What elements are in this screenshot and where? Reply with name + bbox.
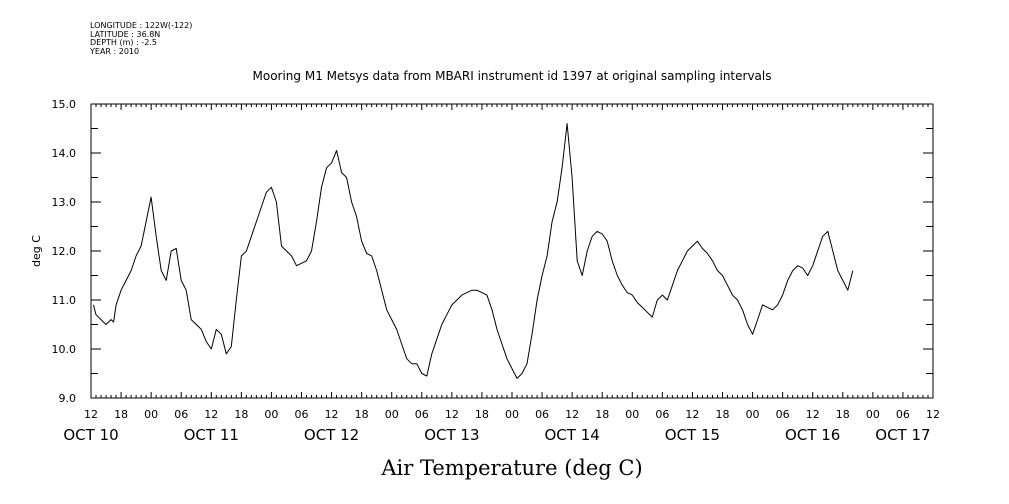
x-day-label: OCT 16 — [785, 426, 840, 444]
x-tick-label: 06 — [174, 408, 188, 421]
x-tick-label: 12 — [565, 408, 579, 421]
metadata-depth: DEPTH (m) : -2.5 — [90, 38, 157, 47]
x-tick-label: 00 — [625, 408, 639, 421]
x-day-label: OCT 17 — [875, 426, 930, 444]
metadata-latitude: LATITUDE : 36.8N — [90, 29, 161, 39]
plot-frame — [90, 103, 934, 399]
x-tick-label: 18 — [595, 408, 609, 421]
x-day-label: OCT 10 — [63, 426, 118, 444]
x-tick-label: 12 — [445, 408, 459, 421]
series-layer — [93, 123, 854, 379]
x-tick-label: 06 — [896, 408, 910, 421]
x-tick-label: 00 — [144, 408, 158, 421]
x-tick-label: 18 — [114, 408, 128, 421]
x-tick-label: 06 — [776, 408, 790, 421]
x-tick-label: 18 — [716, 408, 730, 421]
x-tick-label: 18 — [355, 408, 369, 421]
x-day-label: OCT 12 — [304, 426, 359, 444]
x-tick-label: 12 — [685, 408, 699, 421]
y-tick-label: 15.0 — [52, 98, 77, 111]
metadata-block: LONGITUDE : 122W(-122) LATITUDE : 36.8N … — [90, 21, 193, 56]
y-axis-label: deg C — [30, 235, 43, 267]
x-tick-label: 18 — [475, 408, 489, 421]
x-tick-label: 00 — [746, 408, 760, 421]
x-tick-label: 12 — [84, 408, 98, 421]
x-tick-label: 18 — [836, 408, 850, 421]
x-tick-label: 00 — [385, 408, 399, 421]
metadata-year: YEAR : 2010 — [90, 46, 140, 56]
x-tick-label: 12 — [325, 408, 339, 421]
x-tick-label: 06 — [415, 408, 429, 421]
y-tick-label: 9.0 — [59, 392, 77, 405]
series-line-0 — [93, 123, 854, 379]
x-tick-label: 06 — [535, 408, 549, 421]
x-axis-label: Air Temperature (deg C) — [380, 456, 642, 480]
x-tick-label: 00 — [264, 408, 278, 421]
y-tick-label: 11.0 — [52, 294, 77, 307]
y-tick-label: 13.0 — [52, 196, 77, 209]
y-tick-label: 14.0 — [52, 147, 77, 160]
y-tick-label: 12.0 — [52, 245, 77, 258]
x-day-label: OCT 15 — [665, 426, 720, 444]
x-tick-label: 12 — [926, 408, 940, 421]
metadata-longitude: LONGITUDE : 122W(-122) — [90, 21, 193, 30]
x-day-label: OCT 14 — [544, 426, 599, 444]
axes-layer: 12 18 00 06 12 18 00 06 12 18 00 06 12 18 00 06 12 18 00 06… — [52, 98, 941, 444]
x-day-label: OCT 13 — [424, 426, 479, 444]
x-tick-label: 12 — [806, 408, 820, 421]
x-tick-label: 06 — [295, 408, 309, 421]
chart-title: Mooring M1 Metsys data from MBARI instru… — [253, 69, 772, 83]
x-tick-label: 12 — [204, 408, 218, 421]
x-tick-label: 00 — [866, 408, 880, 421]
y-tick-label: 10.0 — [52, 343, 77, 356]
x-tick-label: 18 — [234, 408, 248, 421]
x-tick-label: 00 — [505, 408, 519, 421]
x-tick-label: 06 — [655, 408, 669, 421]
x-day-label: OCT 11 — [184, 426, 239, 444]
